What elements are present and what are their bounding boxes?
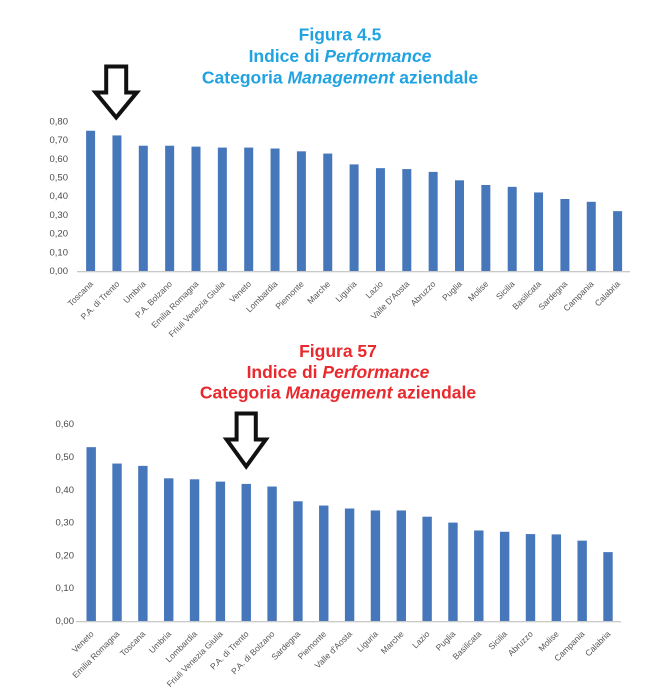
svg-text:Categoria Management aziendale: Categoria Management aziendale	[202, 68, 478, 88]
svg-text:0,50: 0,50	[56, 452, 75, 463]
svg-text:0,20: 0,20	[56, 550, 75, 561]
svg-text:Categoria Management aziendale: Categoria Management aziendale	[200, 383, 476, 403]
svg-text:Figura 57: Figura 57	[299, 341, 377, 361]
svg-text:0,70: 0,70	[50, 135, 69, 146]
svg-text:0,10: 0,10	[50, 247, 69, 258]
svg-text:0,30: 0,30	[50, 210, 69, 221]
svg-text:Figura 4.5: Figura 4.5	[299, 25, 382, 45]
svg-text:Indice di Performance: Indice di Performance	[247, 362, 430, 382]
svg-text:0,60: 0,60	[56, 419, 75, 430]
svg-text:Indice di Performance: Indice di Performance	[249, 46, 432, 66]
svg-text:0,40: 0,40	[50, 191, 69, 202]
svg-text:0,00: 0,00	[50, 266, 69, 277]
svg-text:0,30: 0,30	[56, 518, 75, 529]
svg-text:0,80: 0,80	[50, 116, 69, 127]
svg-text:0,20: 0,20	[50, 229, 69, 240]
svg-text:0,10: 0,10	[56, 583, 75, 594]
svg-text:0,00: 0,00	[56, 616, 75, 627]
svg-text:0,60: 0,60	[50, 154, 69, 165]
svg-text:0,40: 0,40	[56, 485, 75, 496]
svg-text:0,50: 0,50	[50, 173, 69, 184]
